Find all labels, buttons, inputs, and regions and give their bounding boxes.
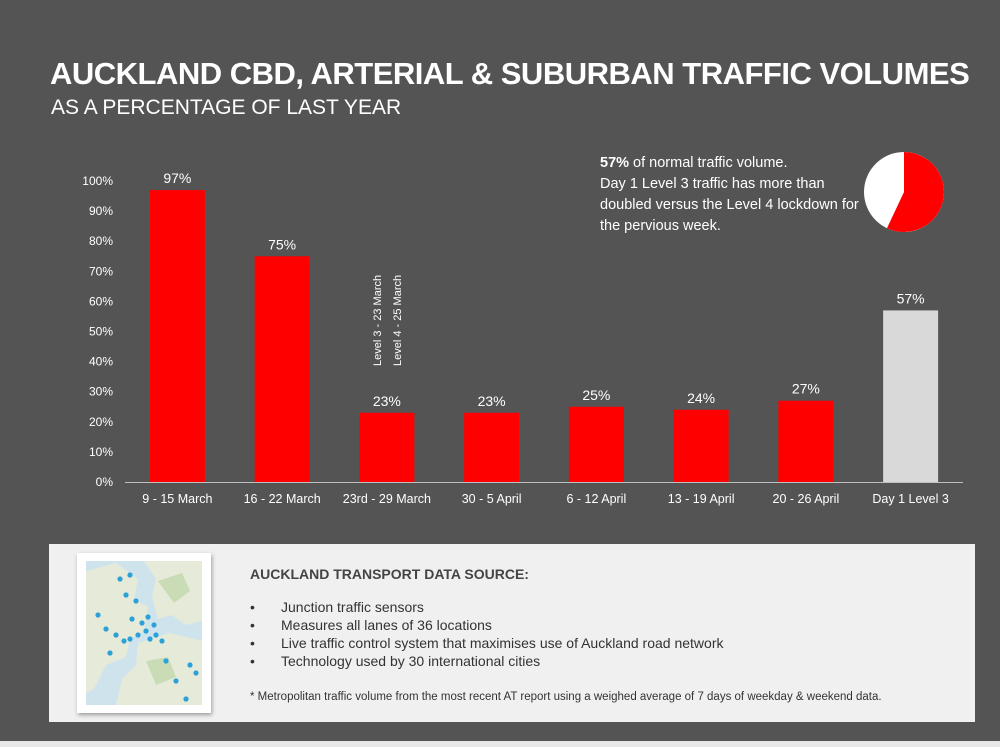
y-tick-label: 60% <box>89 294 113 308</box>
list-item: • Technology used by 30 international cit… <box>250 652 724 670</box>
callout-text: 57% of normal traffic volume. Day 1 Leve… <box>600 153 870 237</box>
x-tick-label: Day 1 Level 3 <box>872 492 948 506</box>
x-tick-label: 13 - 19 April <box>668 492 735 506</box>
list-item-text: Live traffic control system that maximis… <box>281 635 724 651</box>
data-source-heading: AUCKLAND TRANSPORT DATA SOURCE: <box>250 566 529 582</box>
data-label: 97% <box>163 170 191 186</box>
data-label: 27% <box>792 381 820 397</box>
bullet-icon: • <box>250 617 255 633</box>
bar <box>568 406 624 482</box>
y-tick-label: 0% <box>96 475 114 489</box>
y-tick-label: 20% <box>89 415 113 429</box>
data-source-panel: AUCKLAND TRANSPORT DATA SOURCE: • Junctio… <box>49 544 975 722</box>
data-label: 23% <box>373 393 401 409</box>
bar <box>254 256 310 482</box>
list-item-text: Technology used by 30 international citi… <box>281 653 541 669</box>
data-label: 25% <box>582 387 610 403</box>
bar <box>464 412 520 482</box>
x-tick-label: 6 - 12 April <box>566 492 626 506</box>
x-tick-label: 9 - 15 March <box>142 492 212 506</box>
x-tick-label: 20 - 26 April <box>773 492 840 506</box>
data-label: 23% <box>478 393 506 409</box>
traffic-volume-bar-chart: 0% 10% 20% 30% 40% 50% 60% 70% 80% 90% 100% 97% 9 - … <box>82 170 963 506</box>
y-tick-label: 50% <box>89 325 113 339</box>
bar <box>778 400 834 482</box>
list-item: • Measures all lanes of 36 locations <box>250 616 724 634</box>
bullet-icon: • <box>250 653 255 669</box>
callout-body: Day 1 Level 3 traffic has more than doub… <box>600 176 859 234</box>
annotation-label: Level 3 - 23 March <box>372 275 384 366</box>
x-tick-label: 30 - 5 April <box>462 492 522 506</box>
bar <box>149 190 205 482</box>
page-title: AUCKLAND CBD, ARTERIAL & SUBURBAN TRAFFI… <box>50 56 970 91</box>
data-label: 57% <box>897 290 925 306</box>
map-icon <box>86 561 202 705</box>
data-source-list: • Junction traffic sensors • Measures all … <box>250 598 724 670</box>
pie-slice-value <box>886 152 944 232</box>
data-label: 24% <box>687 390 715 406</box>
bar <box>673 409 729 482</box>
bullet-icon: • <box>250 599 255 615</box>
annotation-label: Level 4 - 25 March <box>392 275 404 366</box>
x-tick-label: 23rd - 29 March <box>343 492 431 506</box>
list-item-text: Junction traffic sensors <box>281 599 424 615</box>
y-tick-label: 70% <box>89 264 113 278</box>
bottom-bar <box>0 741 1000 747</box>
y-tick-label: 10% <box>89 445 113 459</box>
map-thumbnail <box>77 553 211 713</box>
list-item: • Junction traffic sensors <box>250 598 724 616</box>
auckland-map-graphic <box>86 561 202 705</box>
y-tick-label: 40% <box>89 355 113 369</box>
y-tick-label: 90% <box>89 204 113 218</box>
bar <box>883 310 939 482</box>
y-tick-label: 30% <box>89 385 113 399</box>
list-item-text: Measures all lanes of 36 locations <box>281 617 492 633</box>
y-tick-label: 100% <box>82 174 113 188</box>
callout-value: 57% <box>600 155 630 171</box>
traffic-pie-chart <box>864 152 944 232</box>
callout-lead: of normal traffic volume. <box>629 155 788 171</box>
y-tick-label: 80% <box>89 234 113 248</box>
page-subtitle: AS A PERCENTAGE OF LAST YEAR <box>51 96 402 119</box>
list-item: • Live traffic control system that maximi… <box>250 634 724 652</box>
data-label: 75% <box>268 236 296 252</box>
bullet-icon: • <box>250 635 255 651</box>
x-tick-label: 16 - 22 March <box>244 492 321 506</box>
bar <box>359 412 415 482</box>
footnote: * Metropolitan traffic volume from the m… <box>250 691 882 703</box>
